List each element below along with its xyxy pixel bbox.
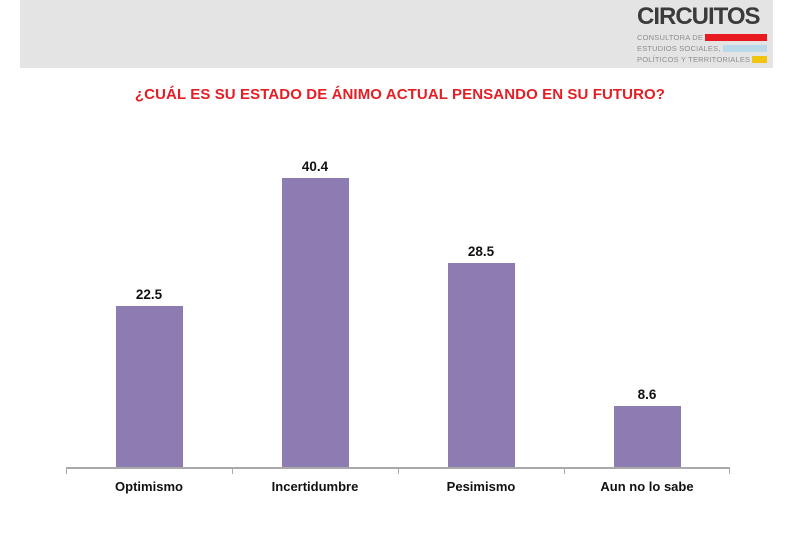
logo-header: CIRCUITOS CONSULTORA DE ESTUDIOS SOCIALE…	[20, 0, 773, 68]
axis-tick	[729, 469, 730, 474]
bar-chart: 22.5 40.4 28.5 8.6 Optimismo Incertidumbr…	[66, 157, 730, 494]
chart-title: ¿CUÁL ES SU ESTADO DE ÁNIMO ACTUAL PENSA…	[134, 86, 666, 103]
bar-group-incertidumbre: 40.4	[232, 159, 398, 467]
bar-value-label: 22.5	[135, 287, 163, 303]
logo-tagline-row: CONSULTORA DE	[637, 32, 767, 43]
axis-tick	[564, 469, 565, 474]
logo-yellow-bar	[752, 56, 767, 63]
bar	[447, 263, 515, 467]
logo-wordmark: CIRCUITOS	[637, 3, 761, 30]
logo-tagline-row: POLÍTICOS Y TERRITORIALES	[637, 54, 767, 65]
bar-value-label: 8.6	[637, 386, 657, 402]
axis-tick	[66, 469, 67, 474]
category-row: Optimismo Incertidumbre Pesimismo Aun no lo…	[66, 479, 730, 494]
axis-tick	[232, 469, 233, 474]
bar	[115, 306, 183, 467]
bar	[613, 405, 681, 467]
category-label-aun-no-lo-sabe: Aun no lo sabe	[600, 479, 694, 494]
logo-tagline-text: CONSULTORA DE	[637, 32, 704, 42]
bar-value-label: 40.4	[301, 159, 329, 175]
bar-group-optimismo: 22.5	[66, 287, 232, 467]
x-axis-line	[66, 467, 730, 474]
bar-group-aun-no-lo-sabe: 8.6	[564, 387, 730, 467]
bar-value-label: 28.5	[467, 244, 495, 260]
axis-tick	[398, 469, 399, 474]
category-label-optimismo: Optimismo	[115, 479, 183, 494]
logo-tagline-row: ESTUDIOS SOCIALES,	[637, 43, 767, 54]
bar	[281, 178, 349, 467]
category-label-incertidumbre: Incertidumbre	[271, 479, 359, 494]
category-label-pesimismo: Pesimismo	[446, 479, 516, 494]
bar-group-pesimismo: 28.5	[398, 244, 564, 467]
logo-blue-bar	[722, 45, 767, 52]
plot-area: 22.5 40.4 28.5 8.6	[66, 157, 730, 467]
circuitos-logo: CIRCUITOS CONSULTORA DE ESTUDIOS SOCIALE…	[637, 5, 767, 65]
logo-tagline-text: ESTUDIOS SOCIALES,	[637, 43, 721, 53]
logo-red-bar	[705, 34, 767, 41]
logo-tagline-text: POLÍTICOS Y TERRITORIALES	[637, 54, 751, 64]
